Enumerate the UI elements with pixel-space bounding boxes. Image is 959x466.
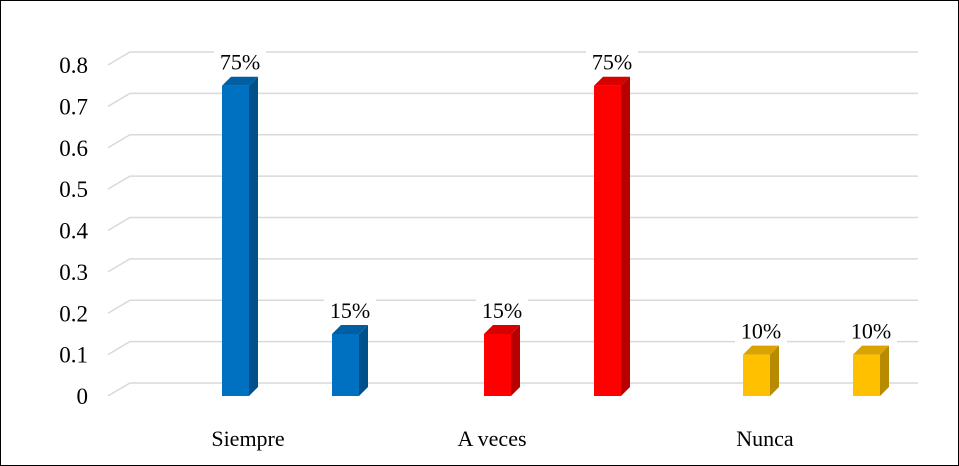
gridline: [107, 92, 918, 108]
bars: [222, 76, 889, 396]
x-category-label: Siempre: [211, 426, 284, 451]
bar: [743, 345, 779, 396]
bar: [594, 76, 630, 396]
data-label: 10%: [741, 319, 781, 344]
data-label: 75%: [592, 50, 632, 75]
y-tick-label: 0.1: [59, 343, 88, 368]
x-category-label: Nunca: [736, 426, 794, 451]
gridline: [107, 175, 918, 190]
gridline: [107, 340, 918, 356]
y-tick-label: 0: [77, 384, 89, 409]
y-tick-label: 0.4: [59, 219, 88, 244]
data-label-bg: [735, 316, 787, 345]
bar: [853, 345, 889, 396]
data-label: 10%: [851, 319, 891, 344]
data-label: 15%: [330, 298, 370, 323]
y-tick-label: 0.6: [59, 136, 88, 161]
data-label-bg: [586, 47, 638, 76]
data-label-bg: [845, 316, 897, 345]
data-label-bg: [476, 295, 528, 324]
data-label-bg: [324, 295, 376, 324]
data-label-bg: [214, 47, 266, 76]
bar: [222, 76, 258, 396]
bar: [484, 324, 520, 396]
y-axis-ticks: 0 0.1 0.2 0.3 0.4 0.5 0.6 0.7 0.8: [59, 53, 88, 409]
bar: [332, 324, 368, 396]
gridline: [107, 299, 918, 314]
gridline: [107, 134, 918, 149]
y-tick-label: 0.3: [59, 260, 88, 285]
data-labels: 75% 15% 15% 75% 10% 10%: [214, 47, 897, 345]
gridline: [107, 216, 918, 232]
gridline: [107, 382, 918, 397]
x-category-label: A veces: [457, 426, 526, 451]
y-tick-label: 0.7: [59, 94, 88, 119]
y-tick-label: 0.5: [59, 177, 88, 202]
y-tick-label: 0.2: [59, 301, 88, 326]
data-label: 75%: [220, 50, 260, 75]
x-axis-labels: Siempre A veces Nunca: [211, 426, 794, 451]
data-label: 15%: [482, 298, 522, 323]
gridline: [107, 258, 918, 273]
gridline: [107, 51, 918, 66]
gridlines: [107, 51, 918, 397]
y-tick-label: 0.8: [59, 53, 88, 78]
